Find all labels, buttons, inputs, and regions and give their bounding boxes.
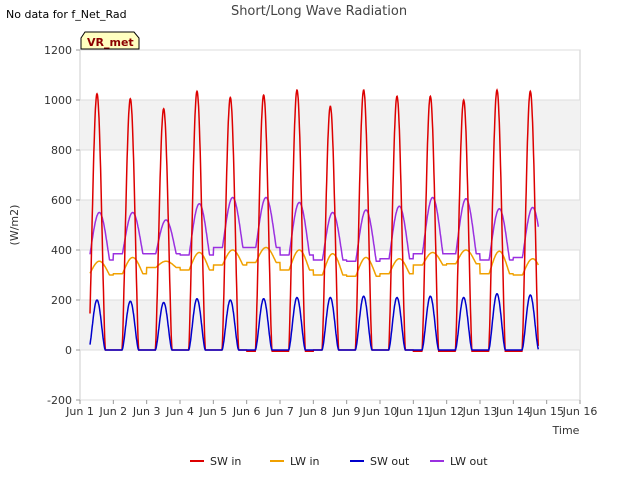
legend-label: LW in (290, 455, 320, 468)
x-ticks: Jun 1 Jun 2 Jun 3 Jun 4 Jun 5 Jun 6 Jun 7 Jun 8… (65, 400, 597, 418)
legend-label: LW out (450, 455, 488, 468)
legend: SW in LW in SW out LW out (190, 455, 488, 468)
x-tick-label: Jun 16 (562, 405, 598, 418)
legend-label: SW out (370, 455, 410, 468)
x-tick-label: Jun 6 (232, 405, 261, 418)
badge-shape (80, 31, 140, 50)
y-tick-label: 200 (51, 294, 72, 307)
x-tick-label: Jun 3 (132, 405, 161, 418)
chart-title: Short/Long Wave Radiation (231, 4, 407, 19)
series-line-lw-out (89, 196, 540, 263)
x-tick-label: Jun 7 (265, 405, 294, 418)
y-tick-label: -200 (47, 394, 72, 407)
x-axis-label: Time (552, 424, 580, 437)
series-line-lw-in (89, 246, 539, 278)
grid-band (80, 300, 580, 350)
y-tick-label: 400 (51, 244, 72, 257)
x-tick-label: Jun 8 (298, 405, 327, 418)
x-tick-label: Jun 14 (495, 405, 531, 418)
x-tick-label: Jun 15 (528, 405, 564, 418)
y-tick-label: 0 (65, 344, 72, 357)
x-tick-label: Jun 2 (98, 405, 127, 418)
series-layer (89, 88, 540, 353)
y-ticks: -200 0 200 400 600 800 1000 1200 (44, 44, 80, 407)
gridlines (80, 49, 580, 401)
series-line-sw-out (89, 293, 540, 351)
x-tick-label: Jun 1 (65, 405, 94, 418)
x-tick-label: Jun 12 (428, 405, 464, 418)
y-tick-label: 600 (51, 194, 72, 207)
badge-label: VR_met (87, 36, 134, 49)
y-axis-label: (W/m2) (8, 205, 21, 246)
y-tick-label: 800 (51, 144, 72, 157)
x-tick-label: Jun 11 (395, 405, 431, 418)
grid-bands (80, 100, 580, 350)
x-tick-label: Jun 4 (165, 405, 194, 418)
x-tick-label: Jun 9 (332, 405, 361, 418)
y-tick-label: 1200 (44, 44, 72, 57)
x-tick-label: Jun 5 (198, 405, 227, 418)
x-tick-label: Jun 13 (462, 405, 498, 418)
x-tick-label: Jun 10 (362, 405, 398, 418)
no-data-note: No data for f_Net_Rad (6, 8, 127, 21)
site-badge: VR_met (80, 31, 140, 50)
y-tick-label: 1000 (44, 94, 72, 107)
legend-label: SW in (210, 455, 241, 468)
